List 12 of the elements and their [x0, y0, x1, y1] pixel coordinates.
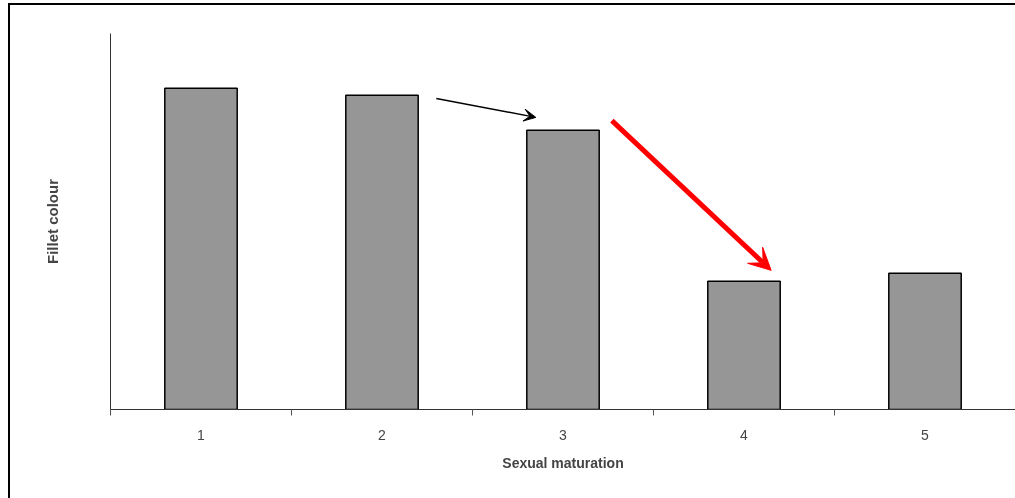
bar — [526, 129, 600, 410]
bar — [164, 87, 238, 410]
x-tick-label: 3 — [559, 426, 568, 443]
bar — [345, 94, 419, 410]
y-axis-title: Fillet colour — [43, 178, 61, 264]
x-tick-label: 4 — [740, 426, 749, 443]
bar — [707, 280, 781, 410]
x-tick-label: 5 — [921, 426, 930, 443]
x-tick-label: 1 — [197, 426, 206, 443]
x-tick-label: 2 — [378, 426, 387, 443]
bar — [888, 272, 962, 410]
x-axis-title: Sexual maturation — [502, 454, 624, 471]
